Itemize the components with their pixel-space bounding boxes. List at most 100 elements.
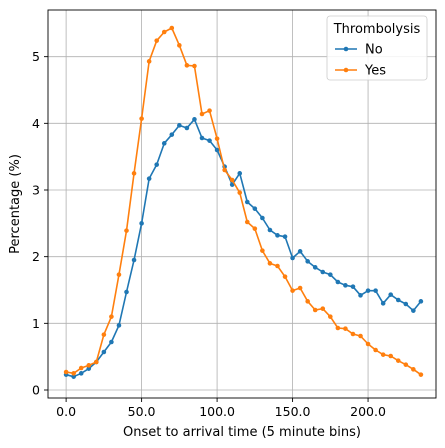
y-tick-label: 3 [32,183,40,198]
x-tick-label: 100.0 [199,404,235,419]
x-axis-label: Onset to arrival time (5 minute bins) [123,425,361,440]
legend-marker-yes [343,67,349,73]
data-point-no [388,292,394,297]
data-point-no [244,199,250,205]
data-point-yes [63,369,69,375]
data-point-yes [116,272,122,277]
data-point-no [146,176,152,181]
data-point-yes [290,288,295,293]
y-axis-label: Percentage (%) [8,154,23,254]
data-point-yes [154,38,160,43]
legend-box [326,15,428,81]
data-point-yes [260,248,265,253]
data-point-no [109,339,114,345]
plot-frame [47,9,437,399]
data-point-yes [207,108,212,113]
data-point-yes [177,43,182,48]
data-point-yes [109,314,114,319]
data-point-yes [365,341,371,347]
data-point-no [411,308,416,313]
data-point-yes [169,25,175,31]
data-point-yes [350,331,356,337]
grid [48,10,436,398]
data-point-no [161,141,167,146]
data-point-yes [335,325,341,331]
data-point-yes [380,352,386,357]
legend-label-no: No [365,43,383,58]
data-point-no [350,284,356,289]
legend-entry-no: No [335,43,383,58]
data-point-no [199,135,205,141]
data-point-no [380,301,386,306]
data-point-no [124,289,129,295]
data-point-yes [343,326,348,331]
data-point-yes [320,306,326,311]
data-point-no [365,288,371,293]
data-point-no [237,171,243,176]
data-point-yes [267,261,273,266]
data-point-no [395,297,401,303]
data-point-yes [124,228,129,233]
data-point-yes [418,372,424,377]
legend: Thrombolysis No Yes [326,15,428,81]
data-point-yes [199,111,205,117]
data-point-no [297,249,303,254]
data-point-yes [252,226,258,231]
x-tick-label: 200.0 [350,404,386,419]
x-tick-label: 150.0 [275,404,311,419]
data-point-yes [139,116,144,121]
data-point-yes [358,333,363,339]
data-point-yes [94,359,99,365]
data-point-yes [222,167,227,173]
x-tick-label: 0.0 [56,404,76,419]
data-point-no [305,259,310,264]
data-point-yes [229,177,235,183]
legend-title: Thrombolysis [333,22,421,37]
data-point-yes [101,332,107,337]
data-point-yes [237,190,243,195]
data-point-yes [395,358,401,363]
y-tick-label: 1 [32,316,40,331]
data-point-yes [411,367,416,372]
data-point-yes [86,363,92,368]
data-point-no [177,123,182,128]
data-point-no [320,269,326,275]
data-point-yes [214,136,220,141]
legend-entries: No Yes [335,43,386,79]
data-point-yes [161,29,167,35]
data-point-no [275,233,280,238]
data-point-yes [275,263,280,269]
data-point-no [101,349,107,355]
data-point-yes [328,314,333,319]
data-point-no [184,125,190,131]
data-point-no [335,279,341,285]
legend-label-yes: Yes [364,64,386,79]
data-point-no [312,265,318,270]
data-point-yes [71,371,76,376]
data-point-yes [312,307,318,313]
legend-marker-no [343,46,349,52]
data-point-no [86,366,92,371]
y-tick-label: 5 [32,49,40,64]
data-point-no [418,299,424,304]
data-point-yes [388,353,394,359]
series-yes [63,25,424,377]
data-point-no [290,255,295,261]
y-tick-label: 0 [32,383,40,398]
data-point-no [267,227,273,233]
data-point-no [169,132,175,137]
y-tick-label: 4 [32,116,40,131]
data-point-no [78,371,84,376]
data-point-no [139,221,144,226]
data-point-no [71,374,76,379]
data-point-no [343,283,348,288]
data-point-no [403,301,409,307]
data-point-yes [131,171,137,176]
data-point-no [154,162,160,167]
legend-entry-yes: Yes [335,64,386,79]
data-point-no [373,288,378,293]
data-point-no [192,117,197,122]
series-no [63,117,424,379]
data-point-yes [403,362,409,367]
